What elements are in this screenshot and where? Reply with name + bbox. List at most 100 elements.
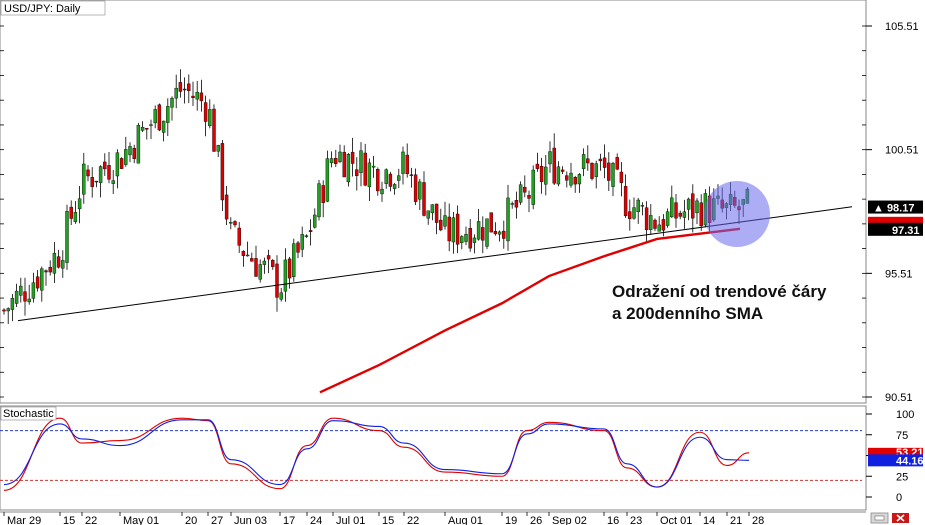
candle-body — [187, 83, 191, 92]
candle-body — [203, 102, 208, 122]
candle-body — [279, 292, 283, 300]
last-price-tag: ▲ 98.17 — [868, 200, 923, 215]
candle-body — [623, 186, 628, 217]
candle-body — [124, 149, 128, 165]
candle-body — [119, 158, 124, 169]
candle-body — [103, 161, 107, 170]
stochastic-tag-blue-label: 44.16 — [896, 455, 924, 467]
x-tick-label: 20 — [185, 515, 197, 525]
candle-body — [632, 207, 636, 219]
candle-body — [2, 309, 6, 312]
stochastic-title-box — [0, 406, 57, 421]
candle-body — [573, 177, 577, 185]
candle-body — [329, 158, 334, 164]
candle-body — [48, 267, 52, 273]
x-tick-label: May 01 — [123, 515, 159, 525]
last-price-tag-label: ▲ 98.17 — [873, 203, 914, 215]
x-tick-label: 22 — [85, 515, 97, 525]
candle-body — [565, 175, 569, 181]
candle-body — [548, 151, 552, 165]
candle-body — [317, 183, 321, 218]
candle-body — [31, 282, 36, 299]
candle-body — [334, 158, 338, 164]
candle-body — [401, 151, 405, 174]
close-icon[interactable] — [892, 513, 909, 523]
candle-body — [384, 169, 388, 184]
candle-body — [233, 221, 237, 226]
candle-body — [107, 165, 111, 180]
candle-body — [560, 169, 565, 172]
stochastic-panel-frame — [0, 405, 867, 511]
candle-body — [241, 251, 246, 256]
chart-title-box — [0, 0, 106, 16]
candle-body — [132, 147, 136, 159]
candle-body — [14, 290, 19, 304]
candle-body — [678, 212, 682, 217]
candle-body — [439, 219, 443, 231]
candle-body — [388, 173, 393, 187]
candle-body — [10, 298, 15, 310]
stochastic-d-line — [3, 419, 750, 488]
candle-body — [86, 169, 90, 177]
candle-body — [468, 228, 472, 249]
price-y-tick-label: 100.51 — [885, 145, 919, 157]
candle-body — [640, 205, 645, 207]
candle-body — [208, 109, 212, 127]
candle-body — [409, 174, 414, 176]
candle-body — [82, 163, 86, 195]
x-tick-label: 26 — [530, 515, 542, 525]
candle-body — [418, 181, 422, 200]
candle-body — [569, 172, 573, 186]
candle-body — [300, 234, 304, 250]
candle-body — [602, 157, 607, 168]
candle-body — [552, 147, 556, 184]
candle-body — [594, 163, 598, 177]
candle-body — [460, 236, 464, 243]
candle-body — [464, 233, 468, 242]
candle-body — [325, 158, 330, 202]
candle-body — [485, 218, 489, 247]
candle-body — [544, 166, 548, 185]
candle-body — [266, 255, 271, 260]
candle-body — [523, 187, 527, 193]
candle-body — [644, 207, 649, 231]
candle-body — [506, 197, 510, 242]
candle-body — [451, 217, 456, 243]
candle-body — [527, 195, 531, 199]
candle-body — [90, 177, 94, 187]
candle-body — [178, 82, 183, 92]
annotation-line-2: a 200denního SMA — [612, 304, 763, 323]
stochastic-y-tick-label: 75 — [896, 430, 908, 442]
candle-body — [216, 145, 220, 152]
candle-body — [392, 184, 397, 189]
candle-body — [258, 264, 262, 280]
last-price-tag-bg — [868, 200, 923, 214]
settings-icon[interactable] — [870, 512, 889, 524]
candle-body — [250, 258, 254, 262]
candle-body — [619, 171, 624, 183]
candle-body — [628, 211, 632, 219]
candle-body — [157, 104, 162, 131]
candle-body — [346, 154, 351, 183]
sma-price-tag: 97.31 — [868, 216, 923, 237]
candle-body — [254, 258, 258, 277]
candle-body — [691, 193, 695, 219]
x-tick-label: 16 — [607, 515, 619, 525]
candle-body — [481, 227, 485, 241]
candle-body — [195, 91, 199, 100]
candle-body — [170, 97, 174, 108]
price-y-tick-label: 105.51 — [885, 21, 919, 33]
x-tick-label: 24 — [310, 515, 322, 525]
candle-body — [476, 221, 481, 240]
candle-body — [611, 163, 615, 187]
candle-body — [489, 212, 493, 233]
candle-body — [229, 222, 233, 224]
candle-body — [397, 175, 401, 181]
candle-body — [674, 202, 678, 219]
x-tick-label: 15 — [382, 515, 394, 525]
candle-body — [61, 260, 65, 269]
candle-body — [535, 163, 540, 169]
sma-price-tag-label: 97.31 — [892, 225, 920, 237]
x-tick-label: 14 — [703, 515, 715, 525]
